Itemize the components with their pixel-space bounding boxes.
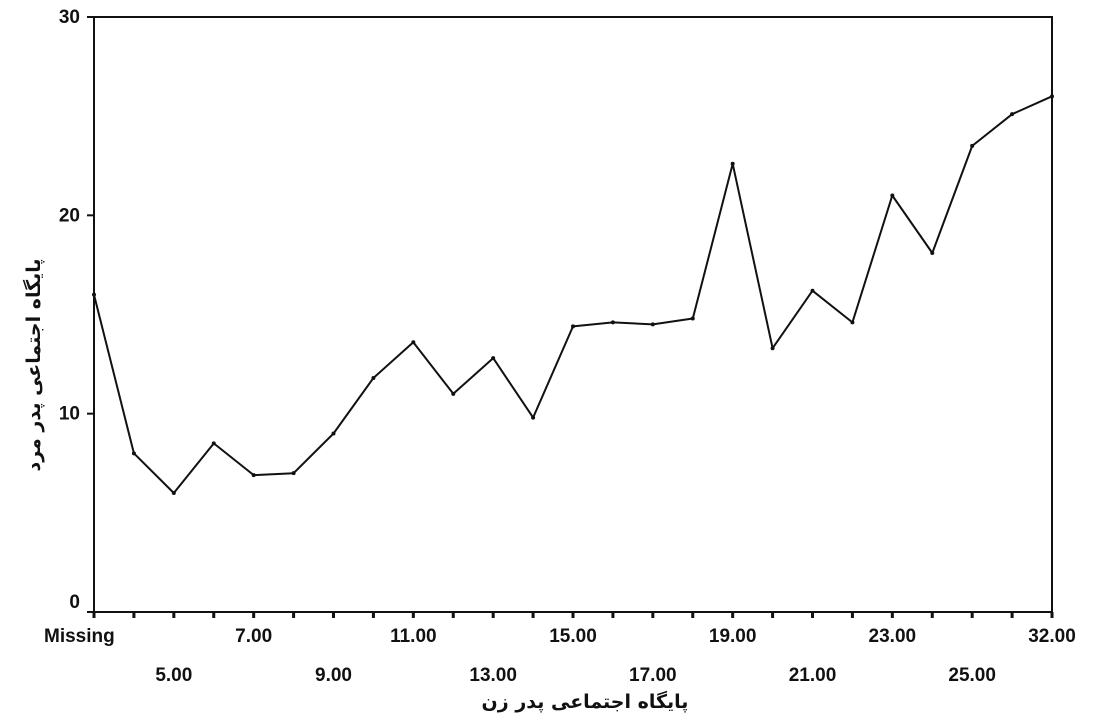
y-axis-title: پایگاه اجتماعی پدر مرد <box>22 258 45 471</box>
data-point <box>930 251 935 256</box>
data-point <box>810 288 815 293</box>
data-point <box>1050 94 1054 99</box>
x-tick-label: 7.00 <box>235 626 272 647</box>
data-point <box>650 322 655 327</box>
x-tick-label: 9.00 <box>315 665 352 686</box>
y-tick-label: 10 <box>59 404 80 425</box>
x-tick-label: 25.00 <box>948 665 996 686</box>
series-points <box>92 94 1054 495</box>
data-point <box>291 471 296 476</box>
data-point <box>411 340 416 345</box>
x-axis-title: پایگاه اجتماعی پدر زن <box>482 690 689 713</box>
y-tick-label: 20 <box>59 205 80 226</box>
data-point <box>371 375 376 380</box>
x-tick-label: 5.00 <box>155 665 192 686</box>
data-point <box>171 491 176 495</box>
data-point <box>531 415 536 420</box>
y-tick-label: 30 <box>59 7 80 28</box>
data-point <box>251 473 256 478</box>
y-axis-ticks: 0 10 20 30 <box>59 7 94 613</box>
y-tick-label: 0 <box>69 592 80 613</box>
data-point <box>850 320 855 325</box>
data-point <box>690 316 695 321</box>
data-point <box>571 324 575 329</box>
data-point <box>730 161 735 166</box>
data-point <box>1010 112 1015 117</box>
data-point <box>92 292 96 297</box>
data-point <box>131 451 136 456</box>
data-point <box>331 431 336 436</box>
x-tick-label: 15.00 <box>549 626 597 647</box>
x-tick-label: Missing <box>44 626 115 647</box>
data-point <box>610 320 615 325</box>
x-tick-label: 21.00 <box>789 665 837 686</box>
x-tick-label: 17.00 <box>629 665 677 686</box>
x-tick-label: 23.00 <box>869 626 917 647</box>
data-point <box>770 346 775 351</box>
x-tick-label: 11.00 <box>390 626 437 647</box>
x-axis-ticks: Missing 7.00 11.00 15.00 19.00 23.00 32.00 5.00… <box>44 612 1076 686</box>
data-point <box>491 356 496 361</box>
x-tick-label: 19.00 <box>709 626 757 647</box>
plot-frame <box>93 16 1053 613</box>
data-point <box>970 143 975 148</box>
x-tick-label: 13.00 <box>469 665 517 686</box>
data-point <box>890 193 895 198</box>
data-point <box>451 391 456 396</box>
series-line <box>93 95 1053 494</box>
x-tick-label: 32.00 <box>1028 626 1076 647</box>
data-point <box>211 441 216 446</box>
